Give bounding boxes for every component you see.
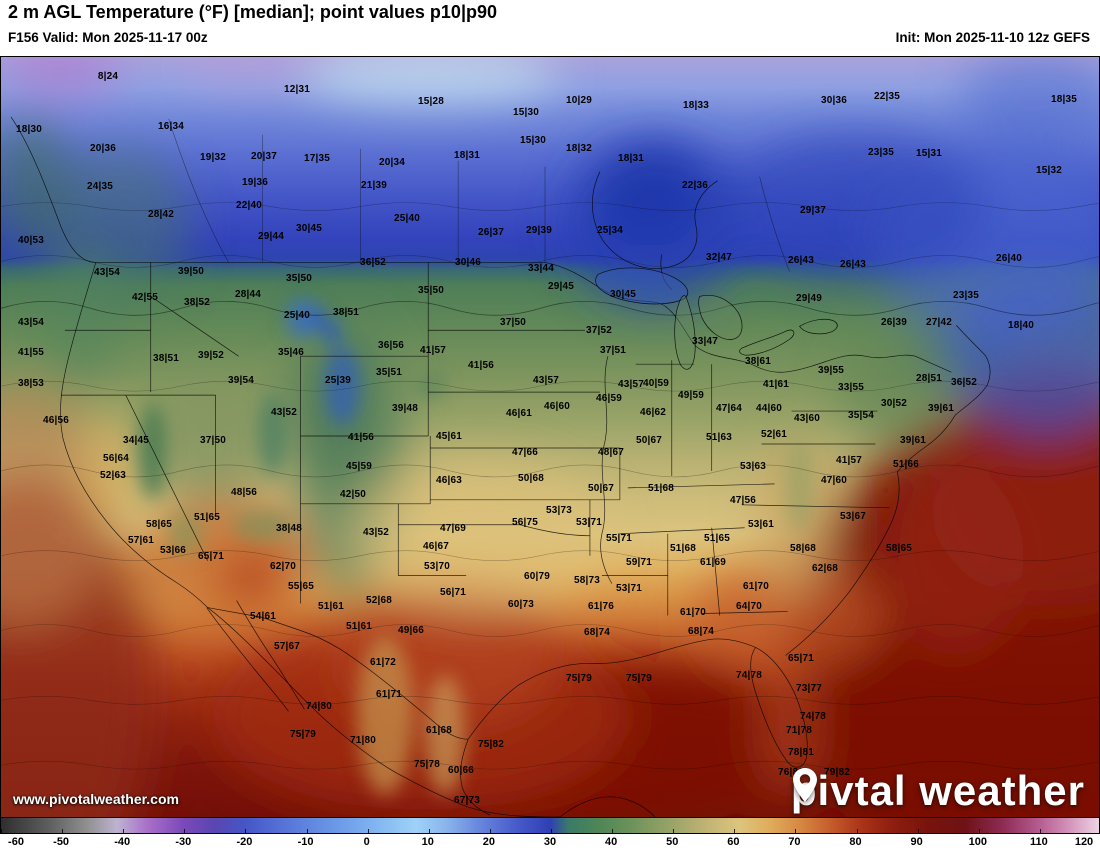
map-area: 8|24 12|31 15|28 10|29 15|30 18|33 30|36 22|35 1… <box>0 56 1100 818</box>
colorbar-tick <box>856 829 858 833</box>
colorbar-tick-label: -30 <box>175 836 192 848</box>
watermark-url: www.pivotalweather.com <box>13 791 179 807</box>
colorbar-tick-label: 0 <box>363 836 370 848</box>
colorbar-tick-label: 30 <box>543 836 557 848</box>
colorbar-tick <box>1 829 2 833</box>
colorbar-tick-label: 120 <box>1074 836 1094 848</box>
colorbar-tick <box>184 829 186 833</box>
colorbar-tick-label: -40 <box>114 836 131 848</box>
isotherm-contours <box>1 202 1099 770</box>
colorbar-tick-label: 110 <box>1030 836 1048 848</box>
colorbar-tick <box>62 829 64 833</box>
location-pin-icon <box>792 768 817 802</box>
colorbar-tick-label: -60 <box>8 836 24 848</box>
init-time-label: Init: Mon 2025-11-10 12z GEFS <box>895 30 1090 45</box>
colorbar-tick <box>673 829 675 833</box>
colorbar-tick <box>734 829 736 833</box>
temperature-pockets <box>138 298 814 796</box>
colorbar-tick-label: -10 <box>297 836 314 848</box>
great-lakes <box>595 267 838 370</box>
temperature-overlays <box>1 57 1099 817</box>
colorbar-tick <box>123 829 125 833</box>
colorbar-tick-label: -20 <box>236 836 253 848</box>
colorbar-tick <box>367 829 369 833</box>
map-title: 2 m AGL Temperature (°F) [median]; point… <box>8 2 497 22</box>
colorbar-tick-label: 50 <box>666 836 679 848</box>
colorbar-labels: -60 -50 -40 -30 -20 -10 0 10 20 30 40 50 60 70 80 90 100… <box>0 836 1100 850</box>
colorbar-tick <box>612 829 614 833</box>
colorbar-tick <box>917 829 919 833</box>
colorbar-tick <box>978 829 980 833</box>
colorbar-tick-label: -50 <box>53 836 70 848</box>
colorbar-tick-label: 70 <box>788 836 801 848</box>
colorbar-tick <box>551 829 552 833</box>
colorbar-tick-label: 90 <box>910 836 923 848</box>
header: 2 m AGL Temperature (°F) [median]; point… <box>0 0 1100 56</box>
colorbar-tick <box>489 829 491 833</box>
colorbar-tick-label: 100 <box>968 836 987 848</box>
colorbar-tick <box>245 829 247 833</box>
colorbar-tick-label: 40 <box>604 836 618 848</box>
province-borders <box>168 118 790 272</box>
colorbar-tick-label: 10 <box>421 836 434 848</box>
brand-suffix: tal weather <box>854 767 1085 814</box>
geo-borders <box>10 116 991 817</box>
colorbar-tick <box>1039 829 1041 833</box>
colorbar-tick <box>795 829 797 833</box>
valid-time-label: F156 Valid: Mon 2025-11-17 00z <box>8 30 208 45</box>
brand-watermark: piv tal weather <box>791 767 1085 815</box>
temperature-field <box>1 57 1099 817</box>
colorbar-tick-label: 20 <box>482 836 495 848</box>
colorbar-tick <box>306 829 308 833</box>
colorbar-tick <box>428 829 430 833</box>
colorbar-tick-label: 60 <box>727 836 740 848</box>
colorbar-tick-label: 80 <box>849 836 862 848</box>
colorbar-gradient <box>0 818 1100 834</box>
